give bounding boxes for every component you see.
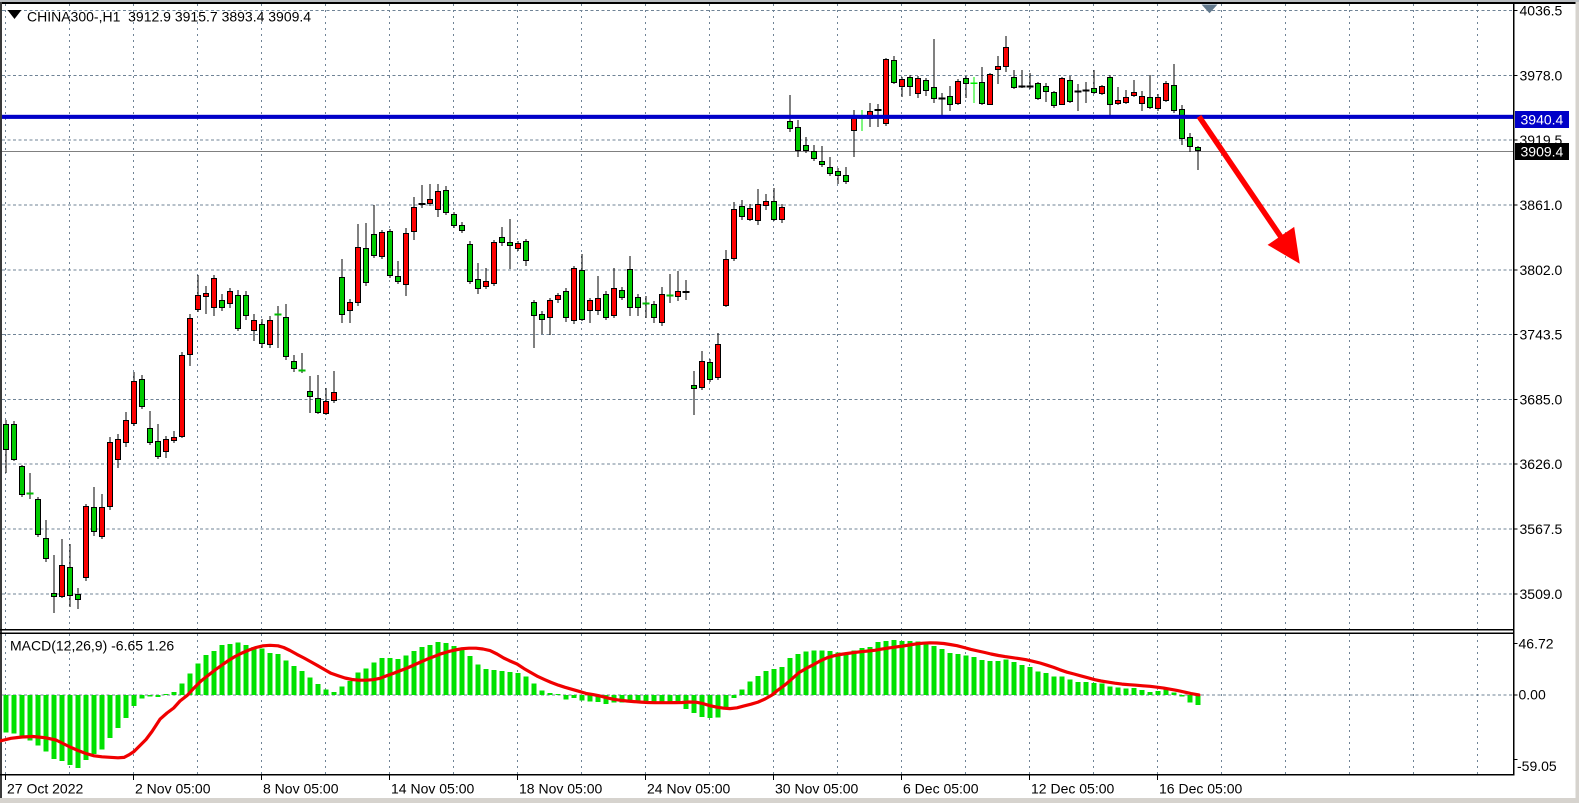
svg-text:3626.0: 3626.0	[1520, 456, 1563, 472]
svg-text:6 Dec 05:00: 6 Dec 05:00	[903, 781, 979, 797]
svg-text:2 Nov 05:00: 2 Nov 05:00	[135, 781, 211, 797]
svg-text:3802.0: 3802.0	[1520, 262, 1563, 278]
svg-text:12 Dec 05:00: 12 Dec 05:00	[1031, 781, 1114, 797]
svg-text:3743.5: 3743.5	[1520, 327, 1563, 343]
svg-text:3861.0: 3861.0	[1520, 197, 1563, 213]
svg-text:CHINA300-,H1 3912.9 3915.7 38: CHINA300-,H1 3912.9 3915.7 3893.4 3909.4	[27, 9, 311, 25]
svg-text:3978.0: 3978.0	[1520, 67, 1563, 83]
svg-text:24 Nov 05:00: 24 Nov 05:00	[647, 781, 730, 797]
svg-text:27 Oct 2022: 27 Oct 2022	[7, 781, 83, 797]
svg-text:3567.5: 3567.5	[1520, 521, 1563, 537]
svg-text:-59.05: -59.05	[1517, 758, 1557, 774]
svg-text:0.00: 0.00	[1519, 687, 1546, 703]
svg-text:30 Nov 05:00: 30 Nov 05:00	[775, 781, 858, 797]
svg-text:14 Nov 05:00: 14 Nov 05:00	[391, 781, 474, 797]
svg-text:3909.4: 3909.4	[1521, 144, 1564, 160]
svg-text:3509.0: 3509.0	[1520, 586, 1563, 602]
svg-text:18 Nov 05:00: 18 Nov 05:00	[519, 781, 602, 797]
svg-text:4036.5: 4036.5	[1520, 3, 1563, 19]
svg-text:8 Nov 05:00: 8 Nov 05:00	[263, 781, 339, 797]
svg-text:3940.4: 3940.4	[1521, 112, 1564, 128]
svg-text:46.72: 46.72	[1519, 636, 1554, 652]
svg-text:3685.0: 3685.0	[1520, 391, 1563, 407]
svg-text:MACD(12,26,9) -6.65 1.26: MACD(12,26,9) -6.65 1.26	[10, 638, 174, 654]
svg-text:16 Dec 05:00: 16 Dec 05:00	[1159, 781, 1242, 797]
